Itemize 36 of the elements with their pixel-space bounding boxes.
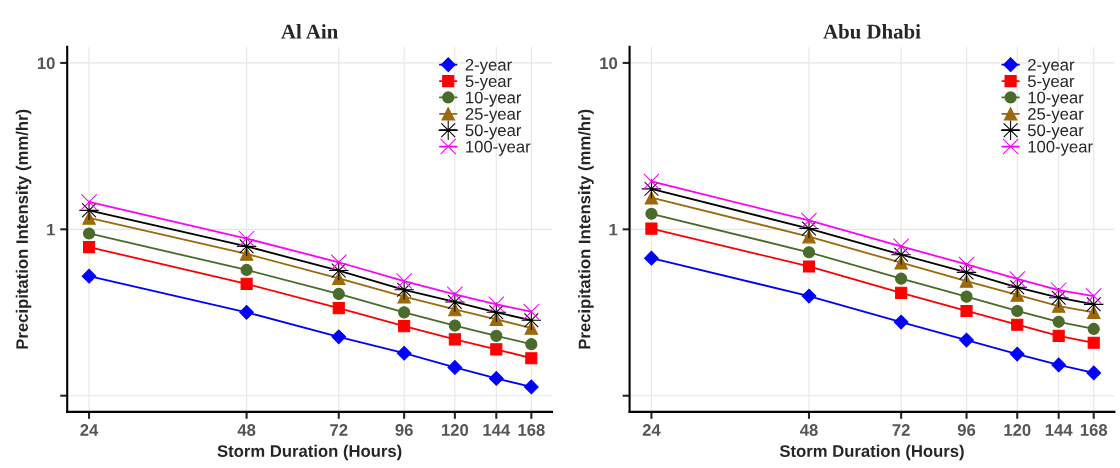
legend-label: 50-year	[1027, 124, 1084, 140]
chart-title: Al Ain	[281, 24, 338, 39]
x-tick-label: 96	[395, 424, 413, 436]
legend-label: 10-year	[1028, 91, 1084, 107]
x-tick-label: 48	[237, 424, 256, 436]
x-tick-label: 96	[957, 424, 976, 436]
x-axis-title: Storm Duration (Hours)	[779, 444, 964, 461]
y-tick-label: 10	[600, 57, 618, 70]
x-tick-label: 24	[642, 424, 661, 436]
legend-label: 5-year	[465, 75, 512, 91]
y-tick-label: 1	[609, 223, 618, 236]
y-tick-label: 10	[37, 57, 55, 70]
legend-label: 25-year	[465, 108, 522, 124]
legend-label: 10-year	[466, 91, 522, 107]
legend-label: 2-year	[465, 58, 512, 74]
x-tick-label: 144	[1045, 424, 1073, 436]
y-axis-title: Precipitation Intensity (mm/hr)	[578, 109, 594, 349]
x-tick-label: 120	[442, 424, 469, 436]
x-tick-label: 120	[1004, 424, 1031, 436]
x-tick-label: 72	[330, 424, 348, 436]
legend-label: 2-year	[1028, 58, 1075, 74]
legend-label: 100-year	[1028, 140, 1093, 156]
y-axis-title: Precipitation Intensity (mm/hr)	[15, 109, 32, 349]
legend-label: 5-year	[1027, 75, 1075, 91]
x-tick-label: 144	[483, 424, 511, 436]
chart-title: Abu Dhabi	[823, 24, 921, 39]
x-tick-label: 72	[892, 424, 910, 436]
x-tick-label: 24	[80, 424, 99, 436]
x-tick-label: 168	[1080, 424, 1108, 436]
x-tick-label: 168	[518, 424, 545, 436]
legend-label: 25-year	[1028, 108, 1084, 124]
x-axis-title: Storm Duration (Hours)	[217, 444, 402, 461]
legend-label: 100-year	[466, 140, 531, 156]
x-tick-label: 48	[799, 424, 818, 436]
y-tick-label: 1	[47, 223, 55, 236]
legend-label: 50-year	[465, 124, 522, 140]
